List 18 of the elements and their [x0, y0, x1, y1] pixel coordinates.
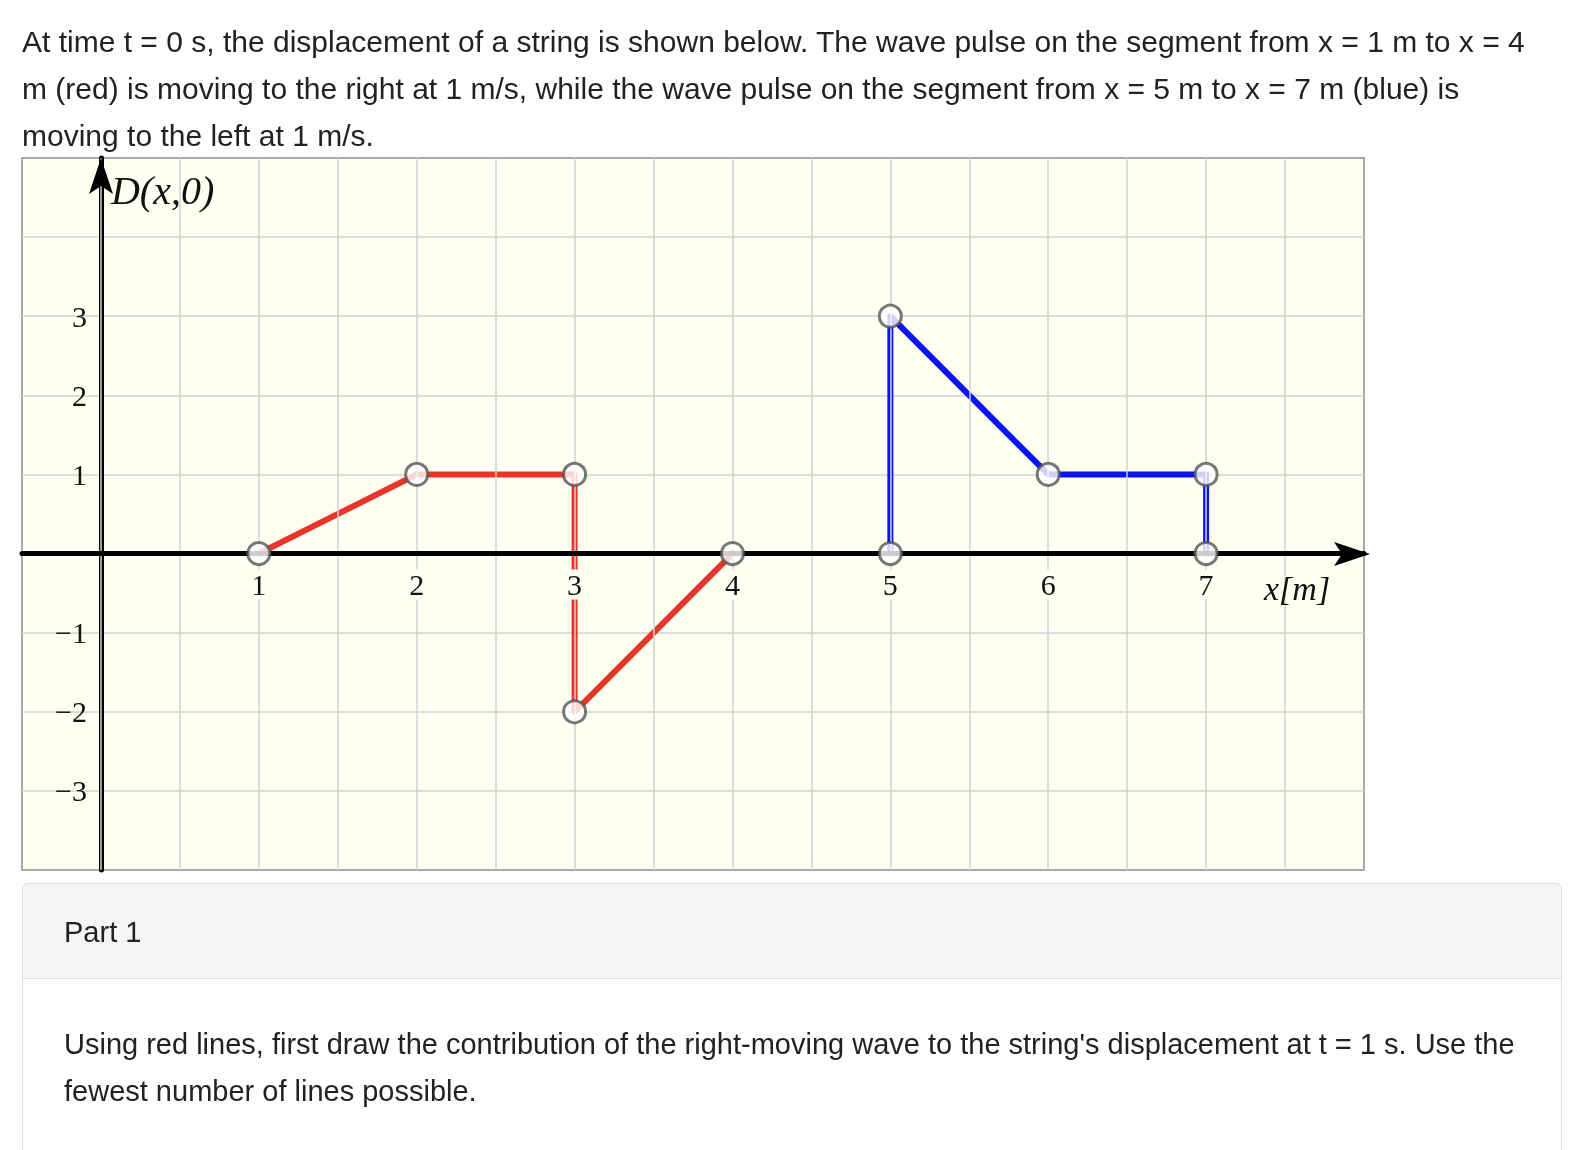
text: Using red lines, first draw the contribution of the right-moving wave to the string's displacement at t = 1 s. Use the fewest number of lines possible.	[22, 979, 1562, 1150]
y-tick-label: 3	[71, 299, 87, 333]
x-tick-label: 1	[251, 568, 267, 602]
x-tick-label: 3	[567, 568, 583, 602]
text: Part 1	[22, 883, 1562, 979]
x-axis-title: x[m]	[1263, 570, 1331, 608]
y-axis-title: D(x,0)	[109, 167, 215, 213]
x-tick-label: 7	[1198, 568, 1214, 602]
x-tick-label: 2	[409, 568, 425, 602]
x-tick-label: 6	[1040, 568, 1056, 602]
x-tick-label: 4	[724, 568, 740, 602]
y-tick-label: −1	[55, 616, 87, 650]
chart-title: At time t = 0 s, the displacement of a string is shown below. The wave pulse on the segment from x = 1 m to x = 4 m (red) is moving to the right at 1 m/s, while the wave pulse on the segment from x = 5 m to x = 7 m (blue) is moving to the left at 1 m/s.	[22, 24, 1526, 154]
x-tick-label: 5	[882, 568, 898, 602]
y-tick-label: −3	[55, 774, 87, 808]
y-tick-label: 1	[71, 457, 87, 491]
y-tick-label: −2	[55, 695, 87, 729]
y-tick-label: 2	[71, 378, 87, 412]
